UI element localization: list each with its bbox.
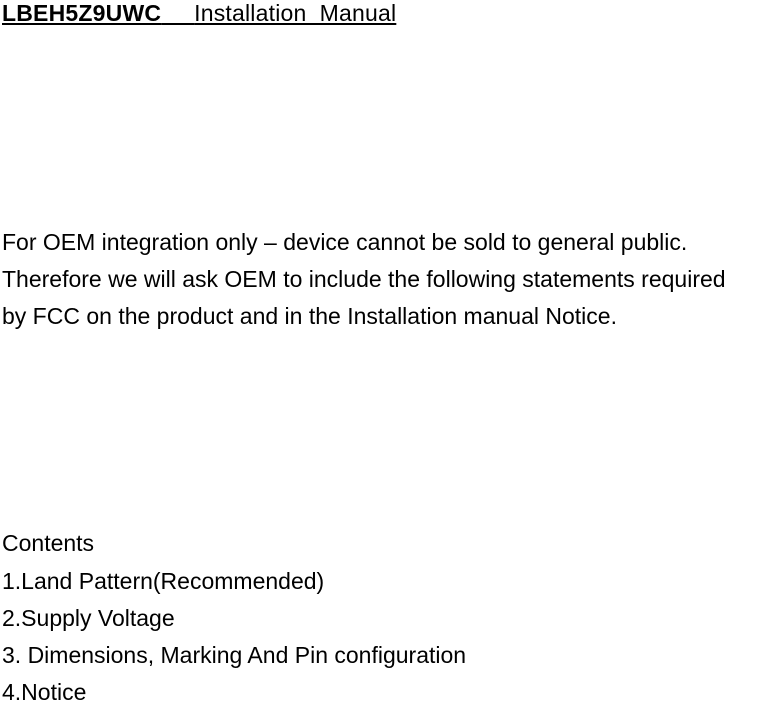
contents-section: Contents 1.Land Pattern(Recommended) 2.S… <box>2 525 780 711</box>
contents-item: 3. Dimensions, Marking And Pin configura… <box>2 637 780 674</box>
document-title: LBEH5Z9UWC Installation Manual <box>2 0 780 28</box>
title-text: Installation Manual <box>194 0 396 26</box>
intro-paragraph-line-1: For OEM integration only – device cannot… <box>2 224 780 261</box>
contents-item: 2.Supply Voltage <box>2 600 780 637</box>
intro-paragraph-line-2: Therefore we will ask OEM to include the… <box>2 261 780 298</box>
document-page: LBEH5Z9UWC Installation Manual For OEM i… <box>0 0 784 712</box>
contents-item: 1.Land Pattern(Recommended) <box>2 563 780 600</box>
title-separator <box>161 0 194 26</box>
title-code: LBEH5Z9UWC <box>2 0 161 26</box>
spacer <box>2 51 780 224</box>
contents-item: 4.Notice <box>2 674 780 711</box>
spacer <box>2 335 780 525</box>
intro-paragraph-line-3: by FCC on the product and in the Install… <box>2 298 780 335</box>
contents-heading: Contents <box>2 525 780 562</box>
